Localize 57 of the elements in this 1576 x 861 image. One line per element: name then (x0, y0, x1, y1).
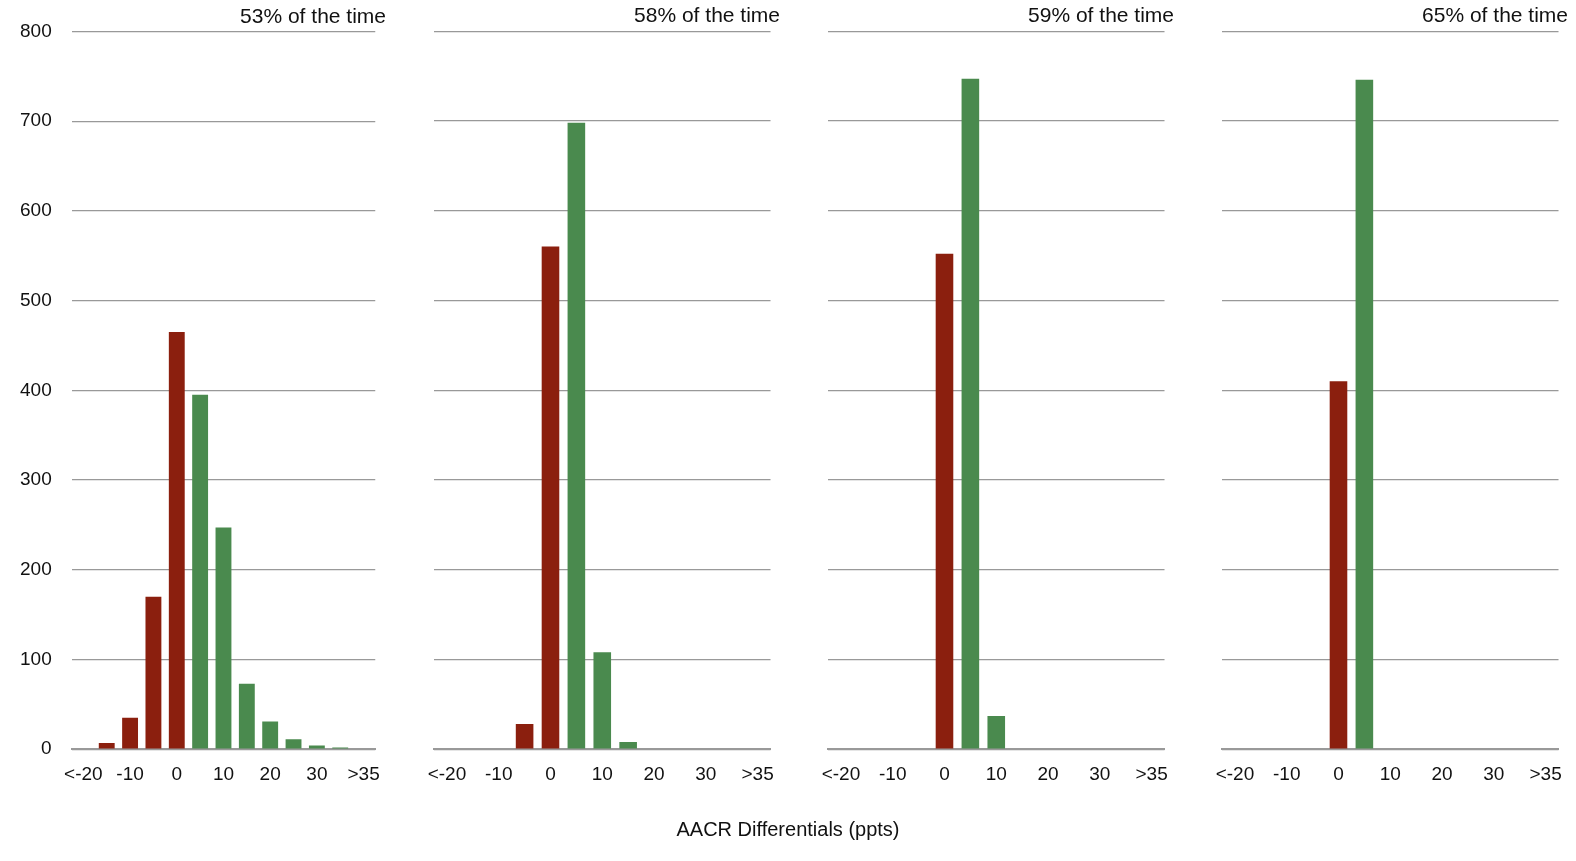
chart-title: 53% of the time (240, 3, 386, 27)
x-tick-label: 20 (1037, 762, 1059, 784)
x-tick-label: >35 (1135, 762, 1168, 784)
x-tick-label: 30 (1089, 762, 1111, 784)
x-tick-label: 30 (1483, 762, 1505, 784)
bar (262, 721, 279, 749)
bar (215, 527, 232, 749)
bar (567, 122, 586, 749)
x-tick-label: >35 (347, 762, 380, 784)
x-tick-label: 10 (591, 762, 613, 784)
bar (515, 724, 534, 749)
x-tick-label: 30 (695, 762, 717, 784)
bar (192, 394, 209, 749)
y-tick-label: 300 (20, 468, 52, 490)
x-tick-label: 10 (1379, 762, 1401, 784)
x-tick-label: >35 (741, 762, 774, 784)
x-tick-label: 20 (1431, 762, 1453, 784)
chart-title: 58% of the time (634, 3, 780, 27)
x-tick-label: 20 (643, 762, 665, 784)
y-tick-label: 200 (20, 557, 52, 579)
x-tick-label: 0 (171, 762, 183, 784)
x-tick-label: >35 (1529, 762, 1562, 784)
x-tick-label: <-20 (64, 762, 103, 784)
x-tick-label: 10 (212, 762, 235, 784)
x-tick-label: -10 (1272, 762, 1301, 784)
x-tick-label: 30 (306, 762, 328, 784)
x-tick-label: 0 (939, 762, 950, 784)
x-tick-label: 0 (545, 762, 556, 784)
x-tick-label: -10 (878, 762, 907, 784)
chart-title: 65% of the time (1422, 3, 1568, 27)
bar (168, 331, 185, 749)
bar (98, 742, 115, 749)
y-tick-label: 800 (20, 19, 52, 41)
y-tick-label: 600 (20, 199, 52, 221)
x-tick-label: -10 (116, 762, 144, 784)
bar (122, 717, 139, 749)
y-tick-label: 700 (20, 109, 52, 131)
y-tick-label: 400 (20, 378, 52, 400)
x-tick-label: <-20 (427, 762, 467, 784)
bar (145, 596, 162, 749)
bar (541, 246, 560, 749)
x-tick-label: 10 (985, 762, 1007, 784)
x-tick-label: <-20 (821, 762, 861, 784)
bar (285, 739, 302, 749)
x-tick-label: <-20 (1215, 762, 1255, 784)
x-tick-label: 0 (1333, 762, 1344, 784)
bar (308, 745, 325, 749)
y-tick-label: 500 (20, 288, 52, 310)
y-tick-label: 100 (20, 647, 52, 669)
y-tick-label: 0 (41, 737, 52, 759)
chart-title: 59% of the time (1028, 3, 1174, 27)
bar (593, 652, 612, 749)
bar (619, 742, 637, 749)
text: AACR Differentials (ppts) (675, 818, 901, 841)
x-tick-label: -10 (484, 762, 513, 784)
x-tick-label: 20 (259, 762, 281, 784)
bar (238, 683, 255, 749)
